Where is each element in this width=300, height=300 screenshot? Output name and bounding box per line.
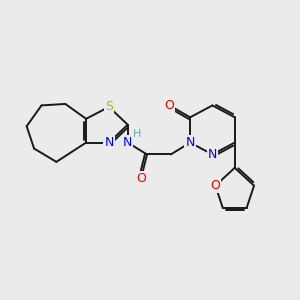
Text: H: H: [133, 129, 141, 139]
Text: O: O: [164, 99, 174, 112]
Text: N: N: [123, 136, 132, 149]
Text: O: O: [211, 179, 220, 192]
Text: N: N: [185, 136, 195, 149]
Text: O: O: [136, 172, 146, 185]
Text: S: S: [105, 100, 113, 113]
Text: N: N: [104, 136, 114, 149]
Text: N: N: [208, 148, 217, 161]
